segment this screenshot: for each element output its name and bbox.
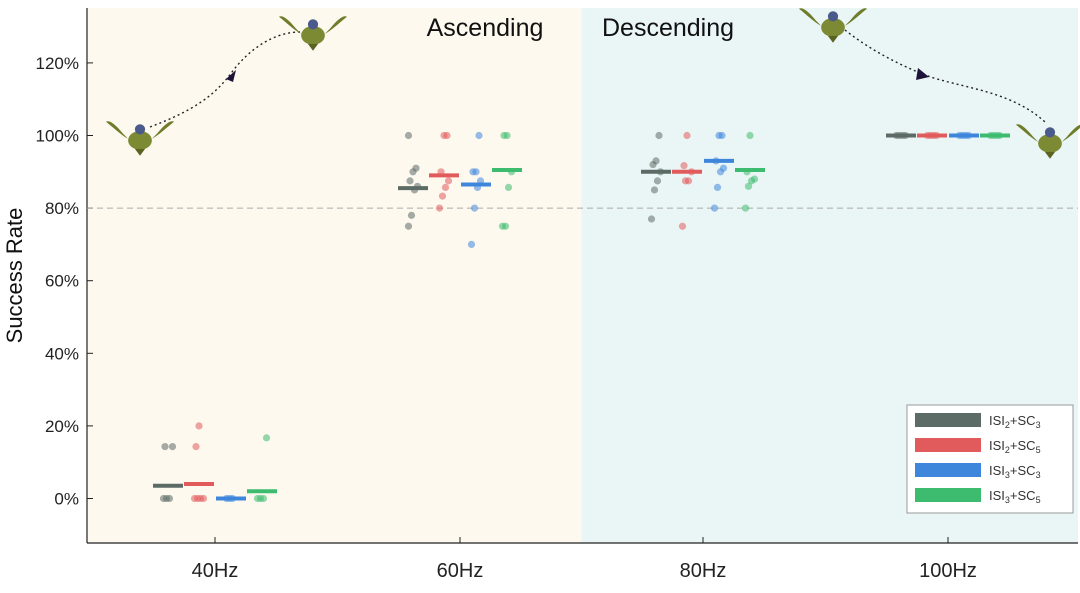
x-tick-label: 100Hz — [919, 560, 977, 582]
data-point — [744, 182, 753, 190]
data-point — [438, 192, 447, 200]
legend-label: ISI3+SC5 — [989, 488, 1041, 505]
data-point — [719, 164, 728, 172]
data-point — [718, 131, 726, 140]
data-point — [472, 168, 480, 176]
bird-wing-left — [279, 16, 302, 34]
data-point — [713, 183, 722, 192]
y-tick-label: 100% — [36, 127, 79, 146]
data-point — [678, 222, 687, 230]
bird-head — [1044, 127, 1056, 138]
data-point — [165, 494, 174, 503]
data-point — [259, 494, 268, 503]
data-point — [404, 131, 413, 140]
data-point — [407, 211, 416, 219]
data-point — [168, 442, 177, 451]
bird-icon-upper-descending — [799, 8, 867, 43]
y-tick-label: 20% — [45, 417, 79, 436]
y-axis-label: Success Rate — [2, 208, 27, 344]
data-point — [652, 157, 660, 165]
flight-path-ascending — [149, 31, 301, 128]
data-point — [195, 422, 203, 430]
data-point — [444, 177, 453, 185]
data-point — [192, 442, 200, 451]
data-point — [161, 442, 169, 451]
bird-icon-lower-right — [1016, 124, 1080, 159]
data-point — [475, 131, 483, 140]
y-tick-label: 120% — [36, 54, 79, 73]
y-tick-label: 80% — [45, 199, 79, 218]
data-point — [503, 131, 511, 140]
bird-head — [134, 124, 146, 135]
data-point — [710, 204, 719, 212]
bird-head — [307, 19, 319, 30]
data-point — [441, 183, 450, 192]
data-point — [746, 131, 754, 140]
data-point — [650, 186, 659, 194]
arrowhead-ascending — [226, 70, 236, 82]
data-point — [683, 131, 691, 140]
data-point — [443, 131, 451, 140]
bird-wing-right — [324, 16, 347, 34]
region-label-descending: Descending — [602, 14, 734, 42]
data-point — [501, 222, 510, 230]
x-tick-label: 80Hz — [680, 560, 727, 582]
bird-wing-right — [844, 8, 867, 26]
bird-body — [128, 131, 152, 150]
bird-tail — [134, 148, 146, 156]
region-label-ascending: Ascending — [427, 14, 544, 42]
data-point — [680, 162, 688, 170]
data-point — [412, 164, 420, 172]
data-point — [655, 131, 663, 140]
bird-wing-left — [799, 8, 822, 26]
data-point — [504, 183, 513, 192]
data-point — [404, 222, 413, 230]
legend-label: ISI2+SC5 — [989, 438, 1041, 455]
bird-icon-lower-left — [106, 121, 174, 156]
bird-wing-left — [1016, 124, 1039, 142]
data-point — [406, 177, 414, 185]
bird-wing-left — [106, 121, 129, 139]
legend-swatch — [915, 438, 981, 452]
bird-tail — [307, 43, 319, 51]
bird-body — [1038, 134, 1062, 153]
arrowhead-descending — [916, 68, 929, 80]
bird-wing-right — [151, 121, 174, 139]
data-point — [435, 204, 444, 212]
data-point — [262, 434, 271, 442]
bird-body — [301, 26, 325, 45]
y-tick-label: 40% — [45, 344, 79, 363]
x-tick-label: 40Hz — [192, 560, 239, 582]
legend-swatch — [915, 463, 981, 477]
data-point — [467, 240, 476, 248]
y-tick-label: 60% — [45, 272, 79, 291]
data-point — [653, 177, 662, 185]
bird-body — [821, 18, 845, 37]
legend-swatch — [915, 488, 981, 502]
flight-path-descending — [844, 29, 1046, 123]
y-tick-label: 0% — [54, 490, 79, 509]
data-point — [199, 494, 208, 503]
bird-icon-upper-ascending — [279, 16, 347, 51]
legend-label: ISI3+SC3 — [989, 463, 1041, 480]
data-point — [741, 204, 750, 212]
x-tick-label: 60Hz — [437, 560, 484, 582]
bird-tail — [1044, 151, 1056, 159]
data-point — [470, 204, 479, 212]
legend-label: ISI2+SC3 — [989, 413, 1041, 430]
bird-wing-right — [1061, 124, 1080, 142]
data-point — [647, 215, 656, 223]
legend-swatch — [915, 413, 981, 427]
bird-head — [827, 11, 839, 22]
data-point — [750, 175, 759, 183]
data-point — [684, 177, 693, 185]
bird-tail — [827, 35, 839, 43]
region-ascending-bg — [87, 8, 582, 543]
